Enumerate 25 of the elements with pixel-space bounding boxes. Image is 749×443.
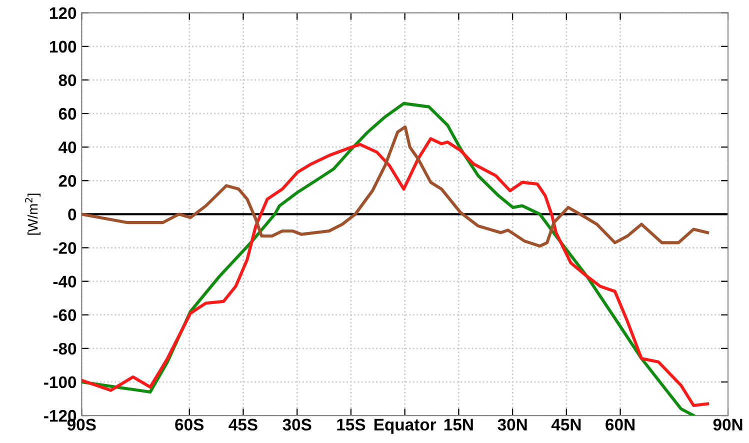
y-tick-label: -60	[53, 309, 76, 322]
y-tick-label: 100	[50, 40, 76, 53]
y-tick-label: 0	[68, 208, 76, 220]
y-tick-label: 60	[58, 108, 76, 120]
x-tick-label: 15S	[337, 418, 366, 431]
x-tick-label: Equator	[374, 418, 436, 434]
y-tick-label: 20	[58, 175, 76, 187]
y-tick-label: -20	[53, 242, 76, 254]
x-tick-label: 30S	[282, 418, 312, 431]
y-tick-label: 40	[58, 141, 76, 154]
y-tick-label: -80	[53, 342, 76, 355]
y-tick-label: 120	[50, 7, 76, 20]
x-tick-label: 15N	[444, 418, 473, 431]
line-series	[82, 137, 710, 407]
x-tick-label: 60N	[606, 418, 634, 431]
y-tick-label: -100	[44, 376, 76, 388]
x-tick-label: 90N	[713, 418, 742, 431]
y-tick-label: -40	[53, 276, 76, 288]
y-axis-title: [W/m$^{2}$]	[25, 194, 41, 235]
x-tick-label: 45N	[551, 418, 581, 431]
y-tick-label: 80	[58, 74, 76, 86]
x-tick-label: 60S	[175, 418, 204, 431]
x-tick-label: 45S	[228, 418, 258, 431]
x-tick-label: 30N	[498, 418, 527, 431]
line-series	[82, 125, 710, 248]
